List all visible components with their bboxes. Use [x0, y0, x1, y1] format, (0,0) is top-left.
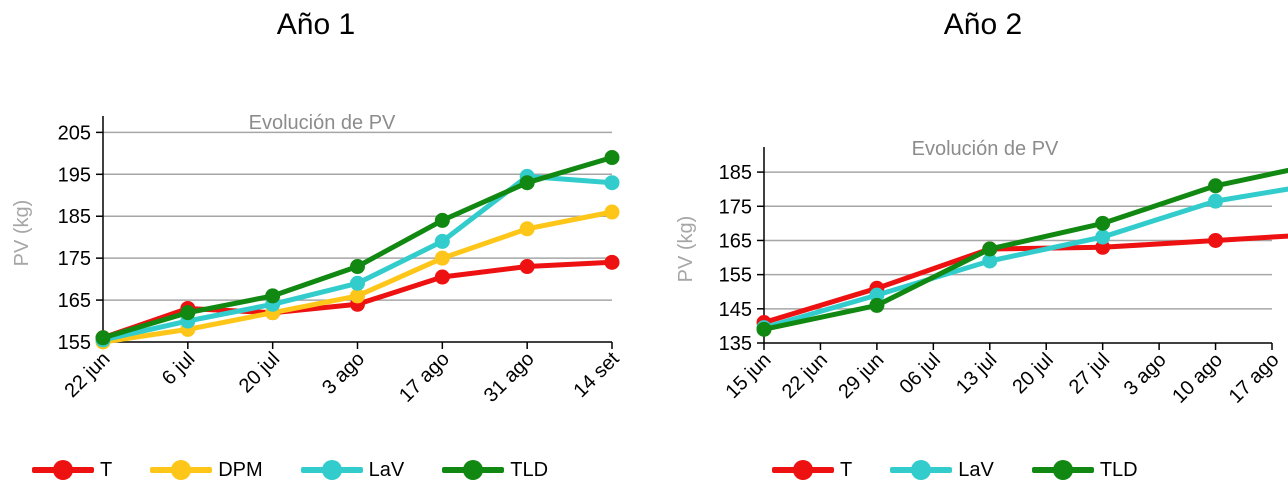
- data-point-TLD: [519, 175, 535, 191]
- y-tick-label: 165: [58, 290, 91, 312]
- data-point-T: [434, 269, 450, 285]
- data-point-LaV: [1208, 193, 1224, 209]
- y-tick-label: 165: [719, 230, 752, 252]
- legend-label: LaV: [368, 458, 405, 481]
- y-tick-label: 155: [58, 332, 91, 354]
- x-tick-label: 3 ago: [1120, 349, 1171, 400]
- chart-year1: 155 165 175 185 195 205 22 jun 6 jul 20 jul 3 ago…: [11, 112, 624, 407]
- x-tick-label: 20 jul: [1008, 349, 1057, 398]
- data-point-DPM: [350, 288, 365, 304]
- x-tick-label: 06 jul: [896, 349, 945, 398]
- legend-item-DPM: DPM: [150, 458, 263, 482]
- data-point-LaV: [1095, 229, 1111, 245]
- data-point-DPM: [519, 221, 535, 237]
- data-point-TLD: [265, 288, 281, 304]
- legend-label: DPM: [218, 458, 263, 481]
- y-tick-label: 175: [58, 248, 91, 270]
- legend-label: LaV: [958, 458, 994, 481]
- x-tick-label: 22 jun: [778, 349, 832, 403]
- legend-item-LaV: LaV: [890, 459, 994, 482]
- data-point-LaV: [604, 175, 620, 191]
- y-tick-label: 135: [719, 333, 752, 355]
- legend-item-T: T: [772, 459, 852, 482]
- legend-symbol: [442, 460, 505, 480]
- legend-label: TLD: [510, 458, 549, 481]
- legend-year1: T DPM LaV TLD: [32, 452, 586, 488]
- legend-symbol: [772, 460, 834, 480]
- legend-symbol: [300, 460, 363, 480]
- y-tick-label: 185: [58, 206, 91, 228]
- data-point-TLD: [350, 259, 365, 275]
- x-tick-label: 13 jul: [952, 349, 1001, 398]
- x-tick-label: 20 jul: [235, 348, 284, 397]
- y-tick-label: 195: [58, 164, 91, 186]
- panel-title-year2: Año 2: [943, 8, 1023, 41]
- data-point-TLD: [180, 305, 196, 321]
- panel-title-year1: Año 1: [276, 8, 356, 41]
- x-tick-label: 10 ago: [1168, 349, 1227, 408]
- x-tick-label: 29 jun: [834, 349, 888, 403]
- data-point-TLD: [1208, 178, 1224, 194]
- legend-symbol: [150, 460, 213, 480]
- data-point-TLD: [982, 241, 998, 257]
- legend-label: T: [100, 458, 113, 481]
- legend-label: TLD: [1099, 458, 1138, 481]
- y-axis-label: PV (kg): [675, 216, 697, 283]
- data-point-TLD: [756, 321, 772, 337]
- series-line-LaV: [763, 186, 1288, 331]
- data-point-TLD: [95, 330, 111, 346]
- chart-year2: 135 145 155 165 175 185 15 jun 22 jun 29 jun 06 j…: [675, 138, 1288, 408]
- x-tick-label: 22 jun: [60, 348, 114, 402]
- legend-item-T: T: [32, 459, 112, 482]
- x-tick-label: 14 set: [569, 348, 623, 402]
- chart-title: Evolución de PV: [912, 138, 1059, 160]
- data-point-TLD: [604, 150, 620, 166]
- data-point-TLD: [1095, 215, 1111, 231]
- x-tick-label: 17 ago: [1225, 349, 1284, 408]
- legend-item-TLD: TLD: [1031, 458, 1138, 482]
- series-line-TLD: [763, 167, 1288, 332]
- data-point-T: [519, 259, 535, 275]
- data-point-TLD: [434, 212, 450, 228]
- data-point-LaV: [982, 253, 998, 269]
- y-tick-label: 145: [719, 299, 752, 321]
- x-tick-label: 27 jul: [1065, 349, 1114, 398]
- legend-symbol: [890, 460, 953, 480]
- x-tick-label: 15 jun: [721, 349, 775, 403]
- legend-label: T: [840, 458, 853, 481]
- data-point-DPM: [604, 204, 620, 220]
- x-tick-label: 17 ago: [395, 348, 454, 407]
- y-tick-label: 175: [719, 196, 752, 218]
- y-axis-label: PV (kg): [11, 200, 33, 267]
- x-tick-label: 31 ago: [480, 348, 539, 407]
- y-tick-label: 155: [719, 265, 752, 287]
- chart-title: Evolución de PV: [249, 112, 396, 134]
- legend-symbol: [1031, 460, 1094, 480]
- legend-year2: T LaV TLD: [772, 452, 1176, 488]
- data-point-T: [1208, 232, 1224, 248]
- data-point-LaV: [350, 275, 365, 291]
- legend-item-LaV: LaV: [300, 458, 405, 482]
- legend-symbol: [32, 460, 94, 480]
- data-point-TLD: [869, 297, 885, 313]
- y-tick-label: 205: [58, 122, 91, 144]
- data-point-LaV: [434, 233, 450, 249]
- data-point-LaV: [869, 287, 885, 303]
- x-tick-label: 3 ago: [318, 348, 369, 399]
- y-tick-label: 185: [719, 162, 752, 184]
- data-point-DPM: [434, 250, 450, 266]
- legend-item-TLD: TLD: [442, 459, 548, 482]
- data-point-T: [604, 254, 620, 270]
- data-point-T: [1095, 239, 1111, 255]
- x-tick-label: 6 jul: [158, 348, 200, 390]
